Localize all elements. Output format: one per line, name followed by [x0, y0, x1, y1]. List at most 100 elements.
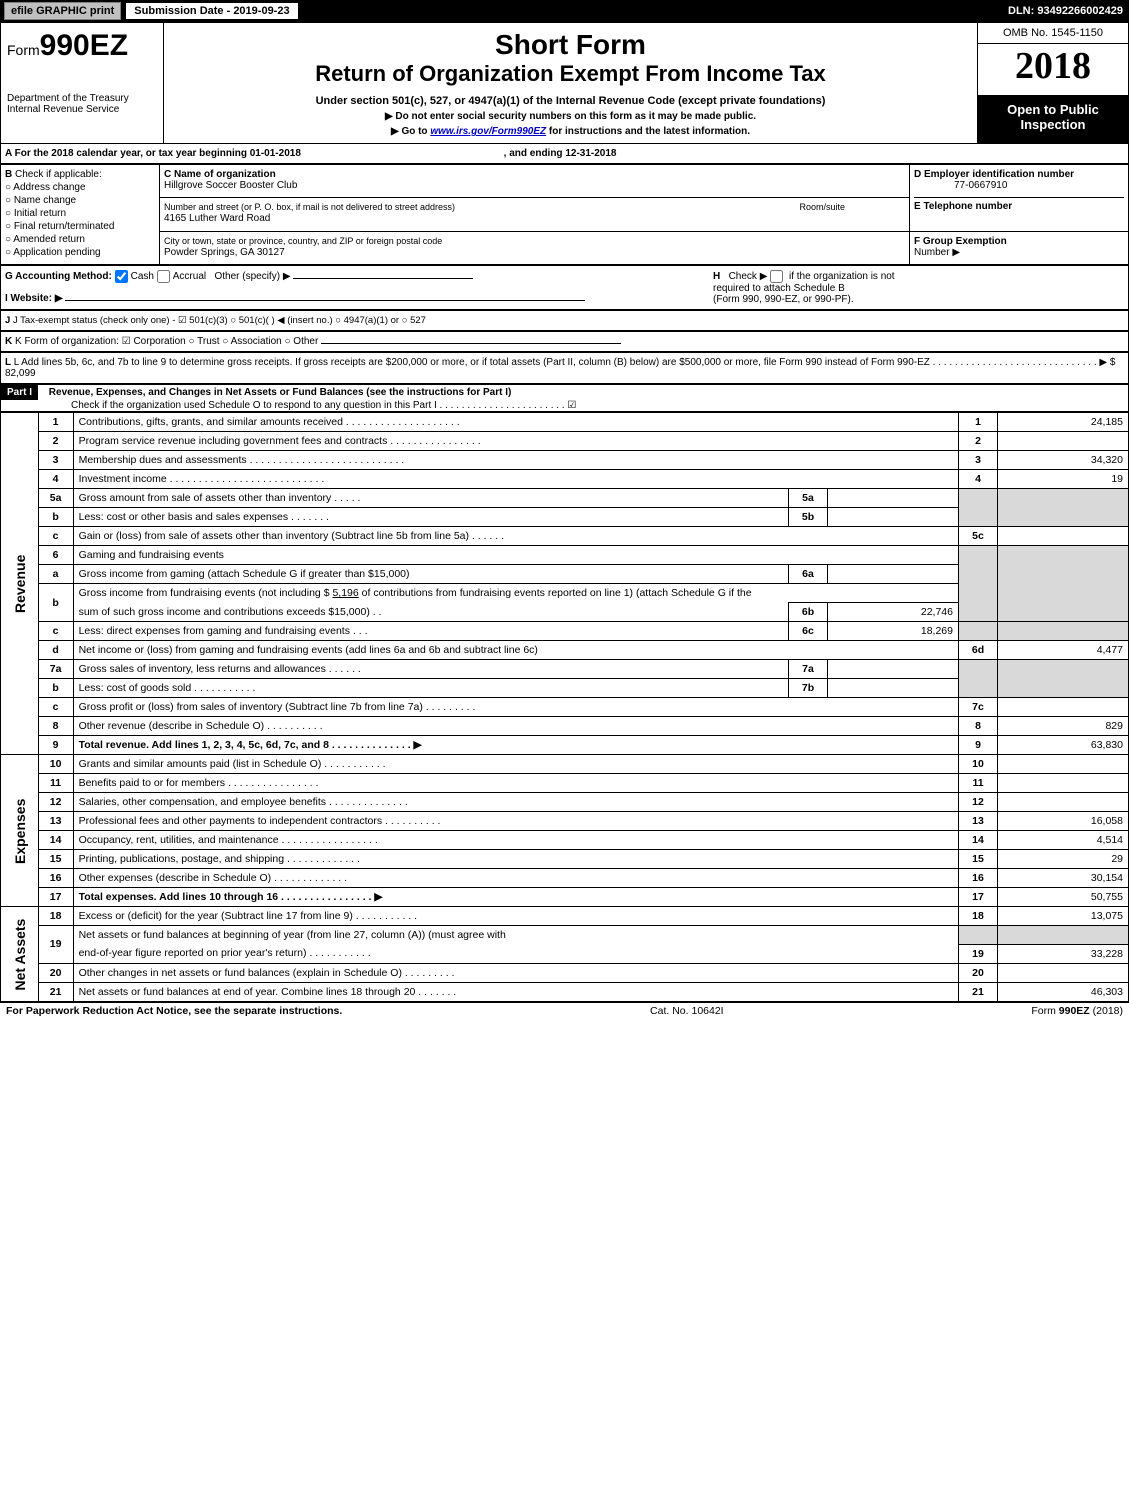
- accrual-checkbox[interactable]: [157, 270, 170, 283]
- ein-value: 77-0667910: [954, 180, 1007, 191]
- section-g-label: G Accounting Method:: [5, 271, 112, 282]
- table-row: end-of-year figure reported on prior yea…: [1, 944, 1129, 963]
- goto-instruction: ▶ Go to www.irs.gov/Form990EZ for instru…: [170, 126, 971, 137]
- irs-label: Internal Revenue Service: [7, 104, 157, 115]
- line-6a-num: a: [38, 565, 73, 584]
- line-5c-num: c: [38, 527, 73, 546]
- line-2-val: [998, 432, 1129, 451]
- table-row: 8 Other revenue (describe in Schedule O)…: [1, 717, 1129, 736]
- line-18-desc: Excess or (deficit) for the year (Subtra…: [73, 907, 958, 926]
- dln-label: DLN: 93492266002429: [1008, 5, 1123, 17]
- part1-title: Revenue, Expenses, and Changes in Net As…: [41, 387, 512, 398]
- line-20-desc: Other changes in net assets or fund bala…: [73, 963, 958, 982]
- line-11-num: 11: [38, 774, 73, 793]
- line-5a-ibox: 5a: [789, 489, 828, 508]
- table-row: 3 Membership dues and assessments . . . …: [1, 451, 1129, 470]
- table-row: 16 Other expenses (describe in Schedule …: [1, 869, 1129, 888]
- line-13-desc: Professional fees and other payments to …: [73, 812, 958, 831]
- line-6c-ival: 18,269: [828, 622, 959, 641]
- under-section-text: Under section 501(c), 527, or 4947(a)(1)…: [170, 95, 971, 107]
- room-suite-label: Room/suite: [799, 202, 845, 212]
- table-row: 20 Other changes in net assets or fund b…: [1, 963, 1129, 982]
- line-4-num: 4: [38, 470, 73, 489]
- irs-link[interactable]: www.irs.gov/Form990EZ: [430, 126, 546, 137]
- line-16-val: 30,154: [998, 869, 1129, 888]
- cb-initial-return[interactable]: Initial return: [5, 208, 155, 219]
- shaded-cell-6c: [959, 622, 998, 641]
- line-6a-desc: Gross income from gaming (attach Schedul…: [73, 565, 788, 584]
- line-15-desc: Printing, publications, postage, and shi…: [73, 850, 958, 869]
- city-value: Powder Springs, GA 30127: [164, 247, 285, 258]
- h-line3: (Form 990, 990-EZ, or 990-PF).: [713, 294, 854, 305]
- cb-name-change[interactable]: Name change: [5, 195, 155, 206]
- line-8-box: 8: [959, 717, 998, 736]
- line-20-num: 20: [38, 963, 73, 982]
- cb-application-pending[interactable]: Application pending: [5, 247, 155, 258]
- return-title: Return of Organization Exempt From Incom…: [170, 61, 971, 87]
- line-6c-desc: Less: direct expenses from gaming and fu…: [73, 622, 788, 641]
- line-5b-ival: [828, 508, 959, 527]
- cb-address-change[interactable]: Address change: [5, 182, 155, 193]
- line-6b-pre-text: Gross income from fundraising events (no…: [79, 587, 333, 599]
- line-6d-desc: Net income or (loss) from gaming and fun…: [73, 641, 958, 660]
- line-5b-num: b: [38, 508, 73, 527]
- line-6d-num: d: [38, 641, 73, 660]
- line-12-box: 12: [959, 793, 998, 812]
- line-7a-ival: [828, 660, 959, 679]
- line-10-val: [998, 755, 1129, 774]
- line-16-box: 16: [959, 869, 998, 888]
- part1-check-line: Check if the organization used Schedule …: [71, 400, 576, 411]
- section-a-ending: , and ending 12-31-2018: [504, 148, 617, 159]
- section-i-label: I Website: ▶: [5, 293, 63, 304]
- main-lines-table: Revenue 1 Contributions, gifts, grants, …: [0, 412, 1129, 1002]
- footer-left: For Paperwork Reduction Act Notice, see …: [6, 1005, 342, 1017]
- line-3-val: 34,320: [998, 451, 1129, 470]
- line-14-box: 14: [959, 831, 998, 850]
- h-checkbox[interactable]: [770, 270, 783, 283]
- street-label: Number and street (or P. O. box, if mail…: [164, 202, 455, 212]
- line-17-desc: Total expenses. Add lines 10 through 16 …: [73, 888, 958, 907]
- line-10-num: 10: [38, 755, 73, 774]
- line-6a-ival: [828, 565, 959, 584]
- open-public-line2: Inspection: [984, 117, 1122, 132]
- line-21-desc: Net assets or fund balances at end of ye…: [73, 982, 958, 1001]
- line-6c-ibox: 6c: [789, 622, 828, 641]
- line-6-num: 6: [38, 546, 73, 565]
- shaded-cell-7: [959, 660, 998, 698]
- checkbox-list: Address change Name change Initial retur…: [5, 182, 155, 258]
- cash-checkbox[interactable]: [115, 270, 128, 283]
- efile-print-button[interactable]: efile GRAPHIC print: [4, 2, 121, 20]
- line-5c-desc: Gain or (loss) from sale of assets other…: [73, 527, 958, 546]
- cb-amended-return[interactable]: Amended return: [5, 234, 155, 245]
- line-7b-ibox: 7b: [789, 679, 828, 698]
- line-6b-desc-pre: Gross income from fundraising events (no…: [73, 584, 958, 603]
- table-row: 14 Occupancy, rent, utilities, and maint…: [1, 831, 1129, 850]
- street-value: 4165 Luther Ward Road: [164, 213, 270, 224]
- line-1-val: 24,185: [998, 413, 1129, 432]
- shaded-cell-6v: [998, 546, 1129, 622]
- line-13-box: 13: [959, 812, 998, 831]
- goto-suffix: for instructions and the latest informat…: [546, 126, 750, 137]
- line-18-num: 18: [38, 907, 73, 926]
- table-row: Revenue 1 Contributions, gifts, grants, …: [1, 413, 1129, 432]
- line-7a-num: 7a: [38, 660, 73, 679]
- table-row: 21 Net assets or fund balances at end of…: [1, 982, 1129, 1001]
- submission-date-box: Submission Date - 2019-09-23: [125, 2, 298, 20]
- line-21-num: 21: [38, 982, 73, 1001]
- netassets-side-label: Net Assets: [1, 907, 39, 1002]
- shaded-cell-5: [959, 489, 998, 527]
- line-6b-ival: 22,746: [828, 603, 959, 622]
- table-row: 19 Net assets or fund balances at beginn…: [1, 926, 1129, 945]
- line-9-desc: Total revenue. Add lines 1, 2, 3, 4, 5c,…: [73, 736, 958, 755]
- section-gh-table: G Accounting Method: Cash Accrual Other …: [0, 265, 1129, 310]
- cb-final-return[interactable]: Final return/terminated: [5, 221, 155, 232]
- line-5c-val: [998, 527, 1129, 546]
- open-public-line1: Open to Public: [984, 102, 1122, 117]
- section-h-letter: H: [713, 271, 720, 282]
- line-15-box: 15: [959, 850, 998, 869]
- h-if-not: if the organization is not: [789, 271, 895, 282]
- line-1-num: 1: [38, 413, 73, 432]
- line-17-val: 50,755: [998, 888, 1129, 907]
- line-6b-num: b: [38, 584, 73, 622]
- line-15-num: 15: [38, 850, 73, 869]
